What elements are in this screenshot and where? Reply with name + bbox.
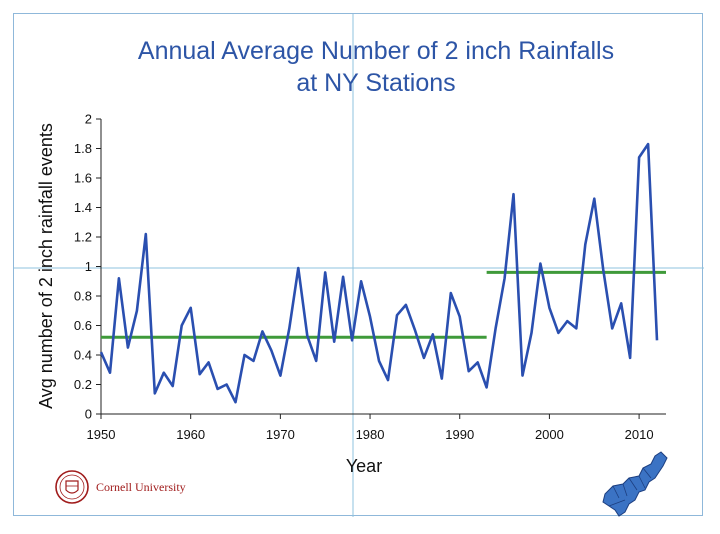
series [99,142,659,404]
y-tick-label: 0.6 [74,318,92,333]
y-tick-label: 1.2 [74,230,92,245]
y-tick-label: 1.8 [74,141,92,156]
y-tick-label: 0 [85,407,92,422]
chart: Annual Average Number of 2 inch Rainfall… [14,14,704,517]
y-axis-title: Avg number of 2 inch rainfall events [36,123,56,409]
x-tick-label: 1970 [266,427,295,442]
cornell-seal-icon [55,470,89,504]
y-tick-label: 1.6 [74,171,92,186]
x-tick-label: 1950 [87,427,116,442]
y-tick-label: 0.2 [74,377,92,392]
y-tick-label: 1.4 [74,200,92,215]
x-tick-label: 2000 [535,427,564,442]
chart-title-line-1: Annual Average Number of 2 inch Rainfall… [138,37,614,65]
x-tick-label: 1990 [445,427,474,442]
chart-title-line-2: at NY Stations [296,69,455,97]
y-tick-label: 0.4 [74,348,92,363]
slide-frame: Annual Average Number of 2 inch Rainfall… [13,13,704,517]
y-tick-label: 2 [85,112,92,127]
y-tick-label: 1 [85,259,92,274]
cornell-logo-text: Cornell University [96,480,186,494]
x-tick-label: 1960 [176,427,205,442]
series-line [99,142,659,404]
x-axis-title: Year [346,456,382,476]
x-tick-label: 1980 [356,427,385,442]
x-ticks: 1950 1960 1970 1980 1990 2000 2010 [87,414,654,442]
northeast-us-map-icon [602,451,668,517]
x-tick-label: 2010 [625,427,654,442]
y-tick-label: 0.8 [74,289,92,304]
y-ticks: 0 0.2 0.4 0.6 0.8 1 1.2 1.4 1.6 1.8 2 [74,112,101,422]
